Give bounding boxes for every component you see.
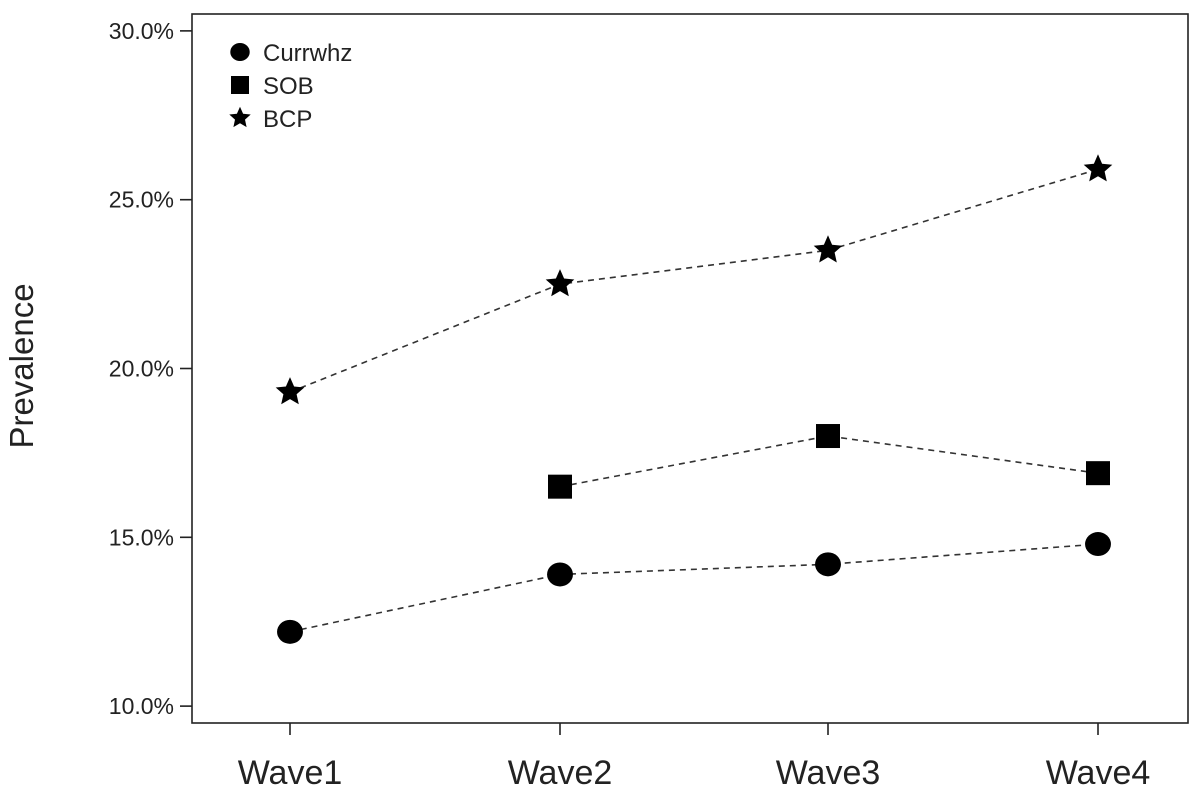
y-tick-label: 30.0% <box>109 18 174 44</box>
x-tick-label: Wave4 <box>1046 754 1151 790</box>
plot-frame <box>191 13 1189 724</box>
legend: Currwhz SOB BCP <box>229 40 352 133</box>
data-point-sob <box>1086 461 1110 486</box>
data-point-currwhz <box>277 619 303 644</box>
series-line-sob <box>559 435 1099 488</box>
data-point-currwhz <box>1085 532 1111 557</box>
y-tick-label: 10.0% <box>109 693 174 719</box>
data-point-sob <box>816 424 840 449</box>
y-axis-title: Prevalence <box>3 283 40 448</box>
y-tick-label: 20.0% <box>109 356 174 382</box>
series-lines <box>289 168 1099 633</box>
x-tick-label: Wave2 <box>508 754 613 790</box>
legend-label-sob: SOB <box>263 73 314 100</box>
x-tick-label: Wave1 <box>238 754 343 790</box>
legend-marker-bcp <box>229 106 251 128</box>
data-point-currwhz <box>815 552 841 577</box>
x-tick-label: Wave3 <box>776 754 881 790</box>
legend-label-bcp: BCP <box>263 106 312 133</box>
legend-label-currwhz: Currwhz <box>263 40 352 67</box>
data-point-currwhz <box>547 562 573 587</box>
plot-frame-layer <box>191 13 1189 724</box>
series-points <box>275 154 1113 644</box>
data-point-bcp <box>275 377 305 405</box>
y-tick-label: 15.0% <box>109 524 174 550</box>
data-point-bcp <box>813 235 843 263</box>
data-point-bcp <box>545 269 575 297</box>
y-axis: 10.0% 15.0% 20.0% 25.0% 30.0% <box>109 18 192 719</box>
y-tick-label: 25.0% <box>109 187 174 213</box>
legend-marker-currwhz <box>230 43 250 61</box>
x-axis: Wave1 Wave2 Wave3 Wave4 <box>238 723 1151 790</box>
data-point-sob <box>548 474 572 499</box>
series-line-currwhz <box>289 543 1099 633</box>
legend-marker-sob <box>231 76 249 94</box>
data-point-bcp <box>1083 154 1113 182</box>
series-line-bcp <box>289 168 1099 393</box>
